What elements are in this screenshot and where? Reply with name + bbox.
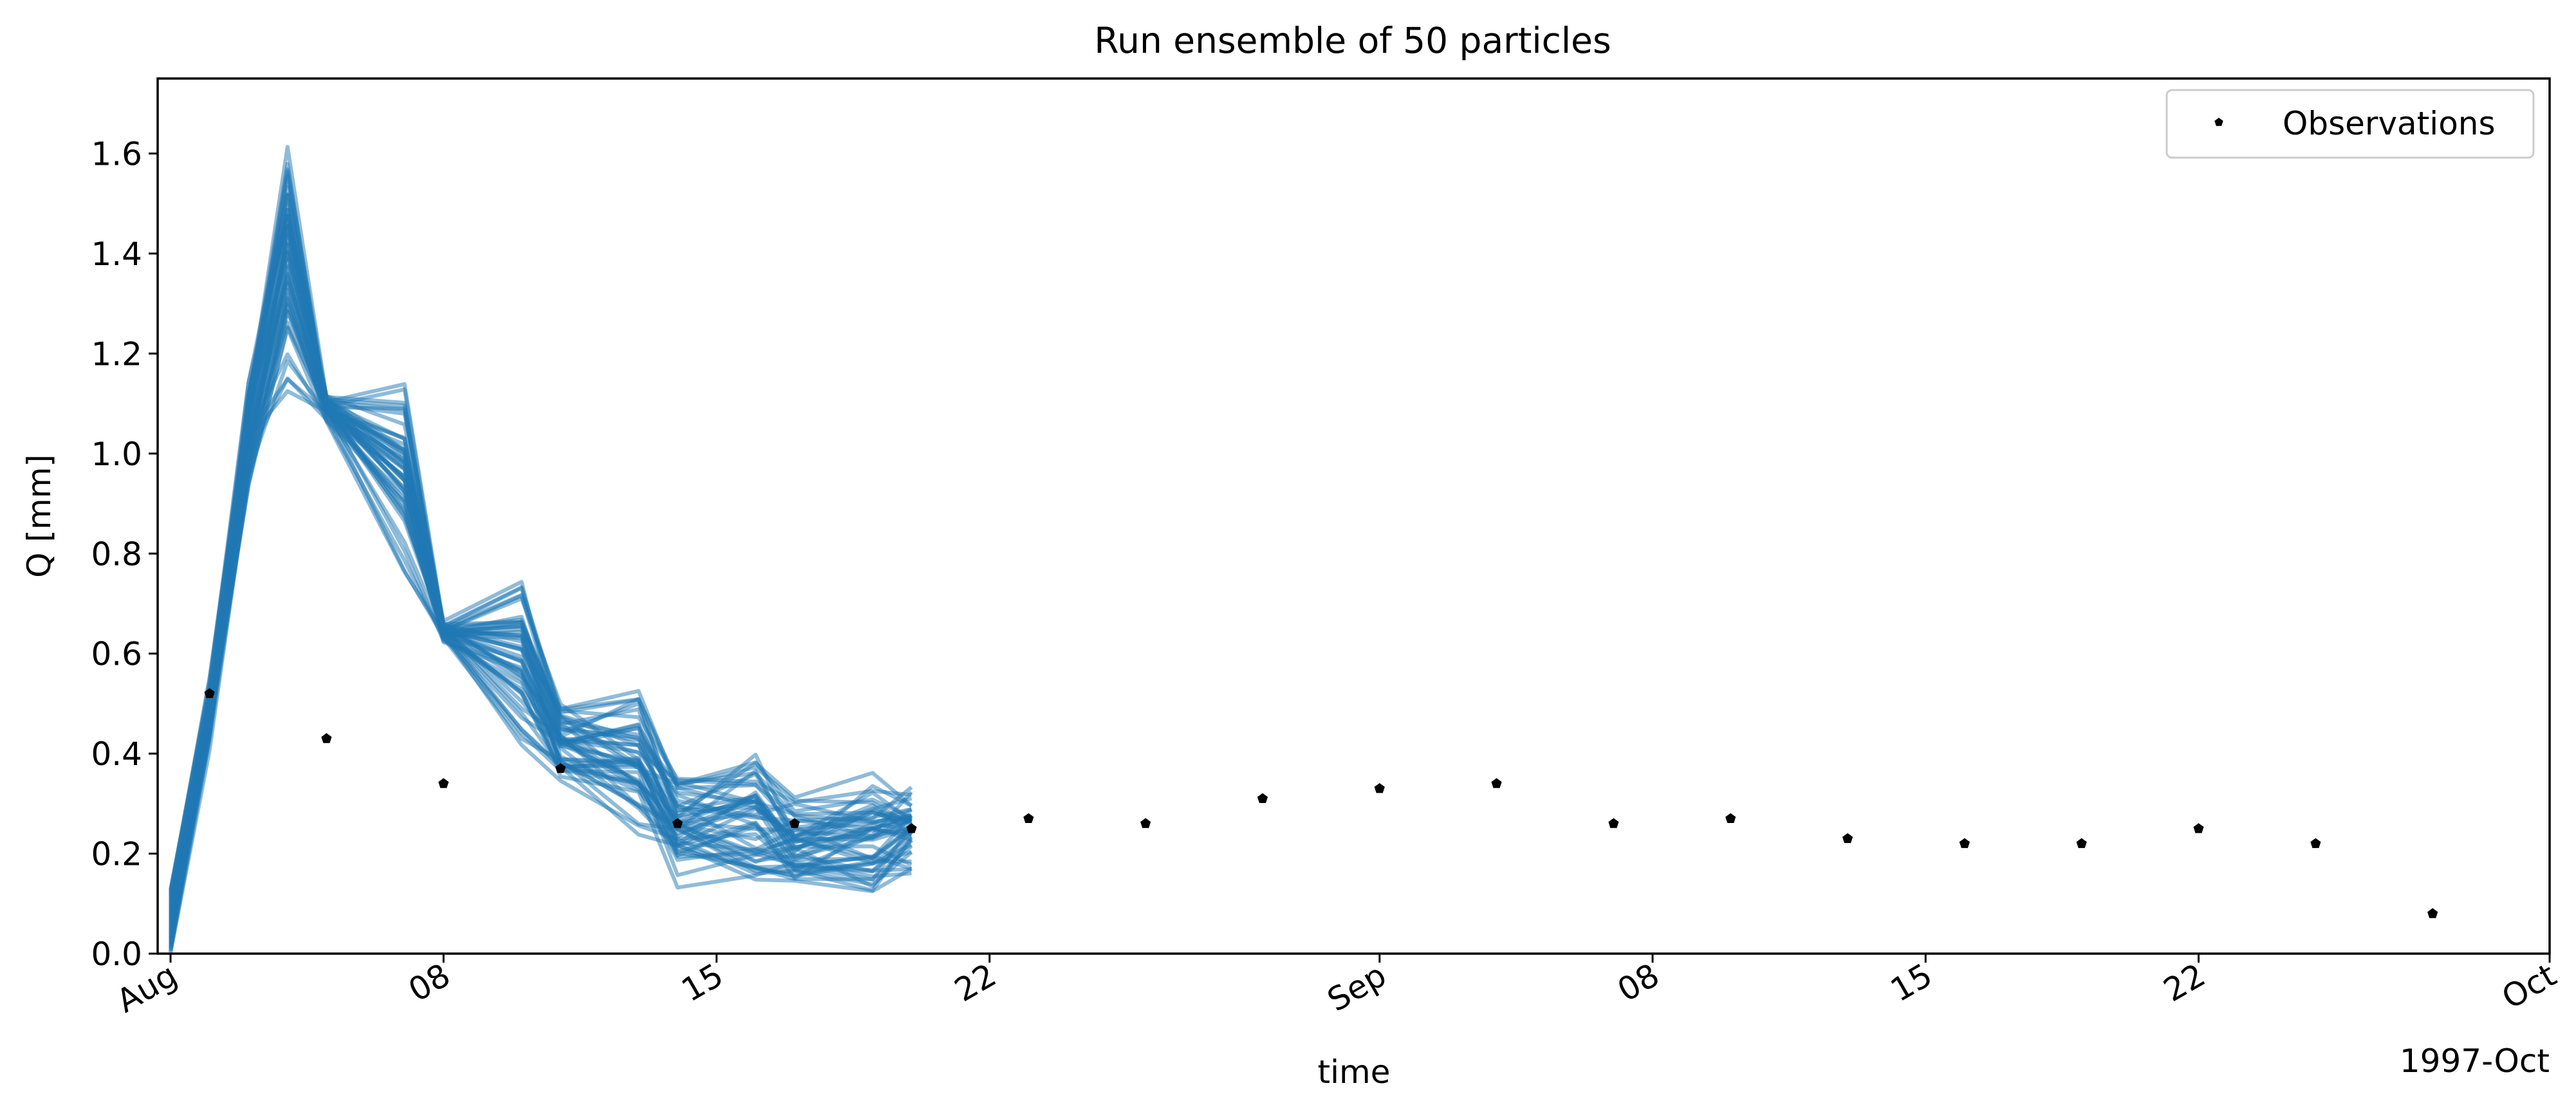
observation-point xyxy=(1023,813,1034,823)
observation-point xyxy=(204,688,215,698)
observation-point xyxy=(555,763,566,773)
y-tick-label: 1.4 xyxy=(91,236,142,273)
observation-points xyxy=(204,688,2438,918)
y-axis: 0.0 0.2 0.4 0.6 0.8 1.0 1.2 1.4 1.6 xyxy=(91,136,158,973)
ensemble-member-line xyxy=(169,250,913,907)
y-tick-label: 0.2 xyxy=(91,836,142,873)
observation-point xyxy=(789,818,800,828)
y-tick-label: 1.0 xyxy=(91,436,142,473)
observation-point xyxy=(2193,823,2204,833)
observation-point xyxy=(1725,813,1736,823)
observation-point xyxy=(2427,908,2438,918)
ensemble-member-line xyxy=(169,224,913,890)
y-tick-label: 1.2 xyxy=(91,335,142,373)
observation-point xyxy=(672,818,683,828)
observation-point xyxy=(438,778,449,788)
observation-point xyxy=(2076,838,2087,848)
observation-point xyxy=(321,733,332,743)
legend-box xyxy=(2165,89,2535,159)
y-tick-label: 0.4 xyxy=(91,735,142,773)
observation-point xyxy=(1140,818,1151,828)
observation-point xyxy=(1959,838,1970,848)
legend: Observations xyxy=(2165,89,2535,159)
y-tick-label: 1.6 xyxy=(91,136,142,173)
x-offset-label: 1997-Oct xyxy=(2400,1042,2550,1080)
chart-title: Run ensemble of 50 particles xyxy=(1094,20,1611,61)
plot-frame xyxy=(156,77,2551,955)
x-axis-label: time xyxy=(1318,1053,1391,1091)
y-tick-label: 0.0 xyxy=(91,936,142,973)
observation-point xyxy=(1491,778,1502,788)
observation-point xyxy=(906,823,917,833)
y-axis-label: Q [mm] xyxy=(21,454,58,578)
observation-point xyxy=(1842,833,1853,844)
legend-observations-marker xyxy=(2214,118,2223,126)
ensemble-member-line xyxy=(169,243,913,898)
legend-observations-label: Observations xyxy=(2283,105,2496,142)
observation-point xyxy=(1257,793,1268,803)
observation-point xyxy=(1608,818,1619,828)
observation-point xyxy=(1374,783,1385,793)
ensemble-lines xyxy=(169,145,913,954)
y-tick-label: 0.6 xyxy=(91,636,142,673)
observation-point xyxy=(2310,838,2321,848)
y-tick-label: 0.8 xyxy=(91,535,142,573)
